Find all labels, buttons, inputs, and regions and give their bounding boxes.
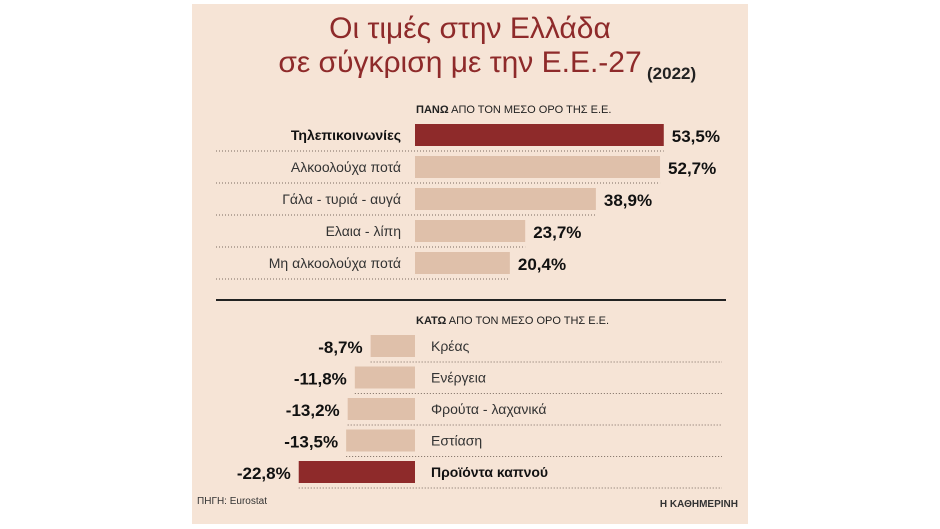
value-label: -13,2% xyxy=(286,401,340,420)
source-note: ΠΗΓΗ: Eurostat xyxy=(197,496,267,507)
category-label: Ελαια - λίπη xyxy=(326,223,401,239)
value-label: 20,4% xyxy=(518,255,566,274)
value-label: 52,7% xyxy=(668,159,716,178)
category-label: Τηλεπικοινωνίες xyxy=(291,127,401,143)
value-label: -13,5% xyxy=(284,433,338,452)
section-above-rest: ΑΠΟ ΤΟΝ ΜΕΣΟ ΟΡΟ ΤΗΣ Ε.Ε. xyxy=(451,104,612,116)
category-label: Εστίαση xyxy=(431,433,482,449)
value-label: 38,9% xyxy=(604,191,652,210)
category-label: Φρούτα - λαχανικά xyxy=(431,401,546,417)
category-label: Κρέας xyxy=(431,338,470,354)
category-label: Προϊόντα καπνού xyxy=(431,464,548,480)
value-label: 53,5% xyxy=(672,127,720,146)
bar xyxy=(415,188,596,210)
title-year: (2022) xyxy=(647,64,697,83)
section-below-bold: ΚΑΤΩ xyxy=(416,315,447,327)
bar-chart: Τηλεπικοινωνίες 53,5% Αλκοολούχα ποτά 52,7%… xyxy=(216,124,722,489)
bar xyxy=(347,398,415,420)
category-label: Ενέργεια xyxy=(431,370,486,386)
bar xyxy=(346,429,415,452)
title-line-1: Οι τιμές στην Ελλάδα xyxy=(329,12,611,45)
value-label: 23,7% xyxy=(533,223,581,242)
bar xyxy=(415,220,526,242)
value-label: -11,8% xyxy=(294,370,347,389)
title-line-2: σε σύγκριση με την Ε.Ε.-27 xyxy=(278,46,642,79)
bar xyxy=(415,156,661,178)
bar xyxy=(370,335,415,357)
category-label: Αλκοολούχα ποτά xyxy=(291,159,401,175)
section-below-rest: ΑΠΟ ΤΟΝ ΜΕΣΟ ΟΡΟ ΤΗΣ Ε.Ε. xyxy=(448,315,610,327)
value-label: -22,8% xyxy=(237,464,291,483)
bar xyxy=(415,124,664,146)
brand-label: Η ΚΑΘΗΜΕΡΙΝΗ xyxy=(659,499,738,510)
section-above-bold: ΠΑΝΩ xyxy=(416,104,449,116)
category-label: Γάλα - τυριά - αυγά xyxy=(282,191,401,207)
value-label: -8,7% xyxy=(318,338,362,357)
section-above-heading: ΠΑΝΩ ΑΠΟ ΤΟΝ ΜΕΣΟ ΟΡΟ ΤΗΣ Ε.Ε. xyxy=(416,104,611,116)
bar xyxy=(415,252,510,274)
bar xyxy=(354,366,415,389)
section-divider xyxy=(216,299,726,301)
category-label: Μη αλκοολούχα ποτά xyxy=(269,255,401,271)
bar xyxy=(298,461,415,483)
infographic-panel: Οι τιμές στην Ελλάδα σε σύγκριση με την … xyxy=(192,4,748,524)
section-below-heading: ΚΑΤΩ ΑΠΟ ΤΟΝ ΜΕΣΟ ΟΡΟ ΤΗΣ Ε.Ε. xyxy=(416,315,609,327)
